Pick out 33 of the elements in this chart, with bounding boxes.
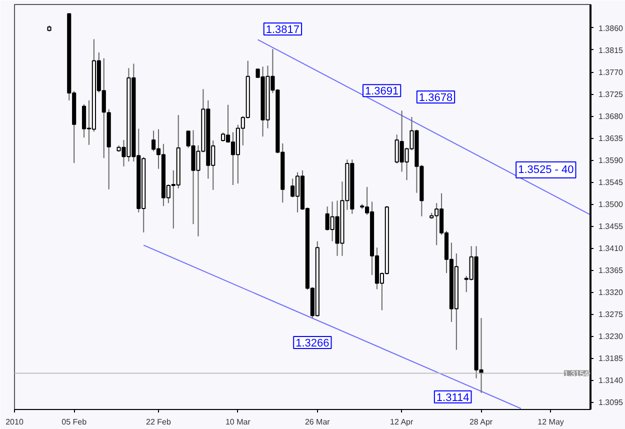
y-tick-label: 1.3230 — [598, 332, 624, 342]
annotation: 1.3817 — [266, 24, 300, 36]
y-tick-label: 1.3275 — [598, 310, 624, 320]
y-tick-label: 1.3635 — [598, 134, 624, 144]
y-tick-label: 1.3500 — [598, 200, 624, 210]
x-tick-label: 10 Mar — [226, 418, 251, 426]
x-tick-label: 22 Feb — [146, 418, 172, 426]
ref-line-label: 1.3154 — [564, 369, 590, 378]
y-tick-label: 1.3320 — [598, 288, 624, 298]
x-tick-label: 2010 — [6, 418, 24, 426]
annotation: 1.3691 — [364, 86, 399, 98]
y-tick-label: 1.3365 — [598, 266, 624, 276]
x-tick-label: 05 Feb — [62, 418, 88, 426]
y-tick-label: 1.3095 — [598, 398, 624, 408]
annotation: 1.3678 — [418, 92, 453, 104]
y-tick-label: 1.3725 — [598, 90, 624, 100]
y-tick-label: 1.3770 — [598, 68, 624, 77]
y-tick-label: 1.3680 — [598, 112, 624, 122]
x-tick-label: 12 Apr — [390, 418, 414, 426]
x-tick-label: 28 Apr — [469, 418, 493, 426]
y-tick-label: 1.3140 — [598, 376, 624, 386]
annotation: 1.3114 — [436, 392, 470, 404]
y-tick-label: 1.3860 — [598, 24, 624, 33]
y-tick-label: 1.3410 — [598, 244, 624, 254]
y-tick-label: 1.3455 — [598, 222, 624, 232]
annotation: 1.3266 — [296, 338, 330, 350]
y-tick-label: 1.3590 — [598, 156, 624, 166]
y-tick-label: 1.3185 — [598, 354, 624, 364]
y-tick-label: 1.3815 — [598, 46, 624, 55]
annotation: 1.3525 - 40 — [518, 164, 574, 176]
x-tick-label: 12 May — [538, 418, 564, 426]
y-tick-label: 1.3545 — [598, 178, 624, 188]
x-tick-label: 26 Mar — [304, 418, 330, 426]
